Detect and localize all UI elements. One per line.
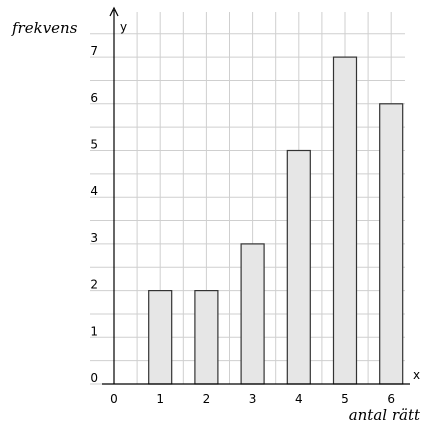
x-tick-label-3: 3 [249, 392, 257, 406]
x-axis-title: antal rätt [349, 406, 421, 424]
tick-labels: 0 1 2 3 4 5 6 0 1 2 3 4 5 6 7 [90, 44, 395, 406]
bar-1 [148, 290, 173, 385]
axes [102, 6, 410, 385]
y-axis-title: frekvens [11, 19, 78, 37]
y-axis-arrow-icon [109, 6, 119, 17]
x-tick-label-5: 5 [341, 392, 349, 406]
x-tick-label-2: 2 [203, 392, 211, 406]
bar-6 [379, 103, 404, 385]
bar-2 [194, 290, 219, 385]
bar-3 [240, 243, 265, 385]
x-tick-label-4: 4 [295, 392, 303, 406]
x-tick-label-0: 0 [110, 392, 118, 406]
y-tick-label-1: 1 [90, 324, 98, 338]
y-tick-label-6: 6 [90, 91, 98, 105]
y-tick-label-7: 7 [90, 44, 98, 58]
x-axis-letter: x [413, 368, 420, 382]
x-tick-label-6: 6 [387, 392, 395, 406]
bar-4 [286, 149, 311, 385]
x-tick-label-1: 1 [156, 392, 164, 406]
bar-5 [332, 56, 358, 385]
y-tick-label-0: 0 [90, 371, 98, 385]
y-tick-label-5: 5 [90, 138, 98, 152]
y-tick-label-3: 3 [90, 231, 98, 245]
y-tick-label-2: 2 [90, 278, 98, 292]
y-tick-label-4: 4 [90, 184, 98, 198]
y-axis-letter: y [120, 20, 127, 34]
